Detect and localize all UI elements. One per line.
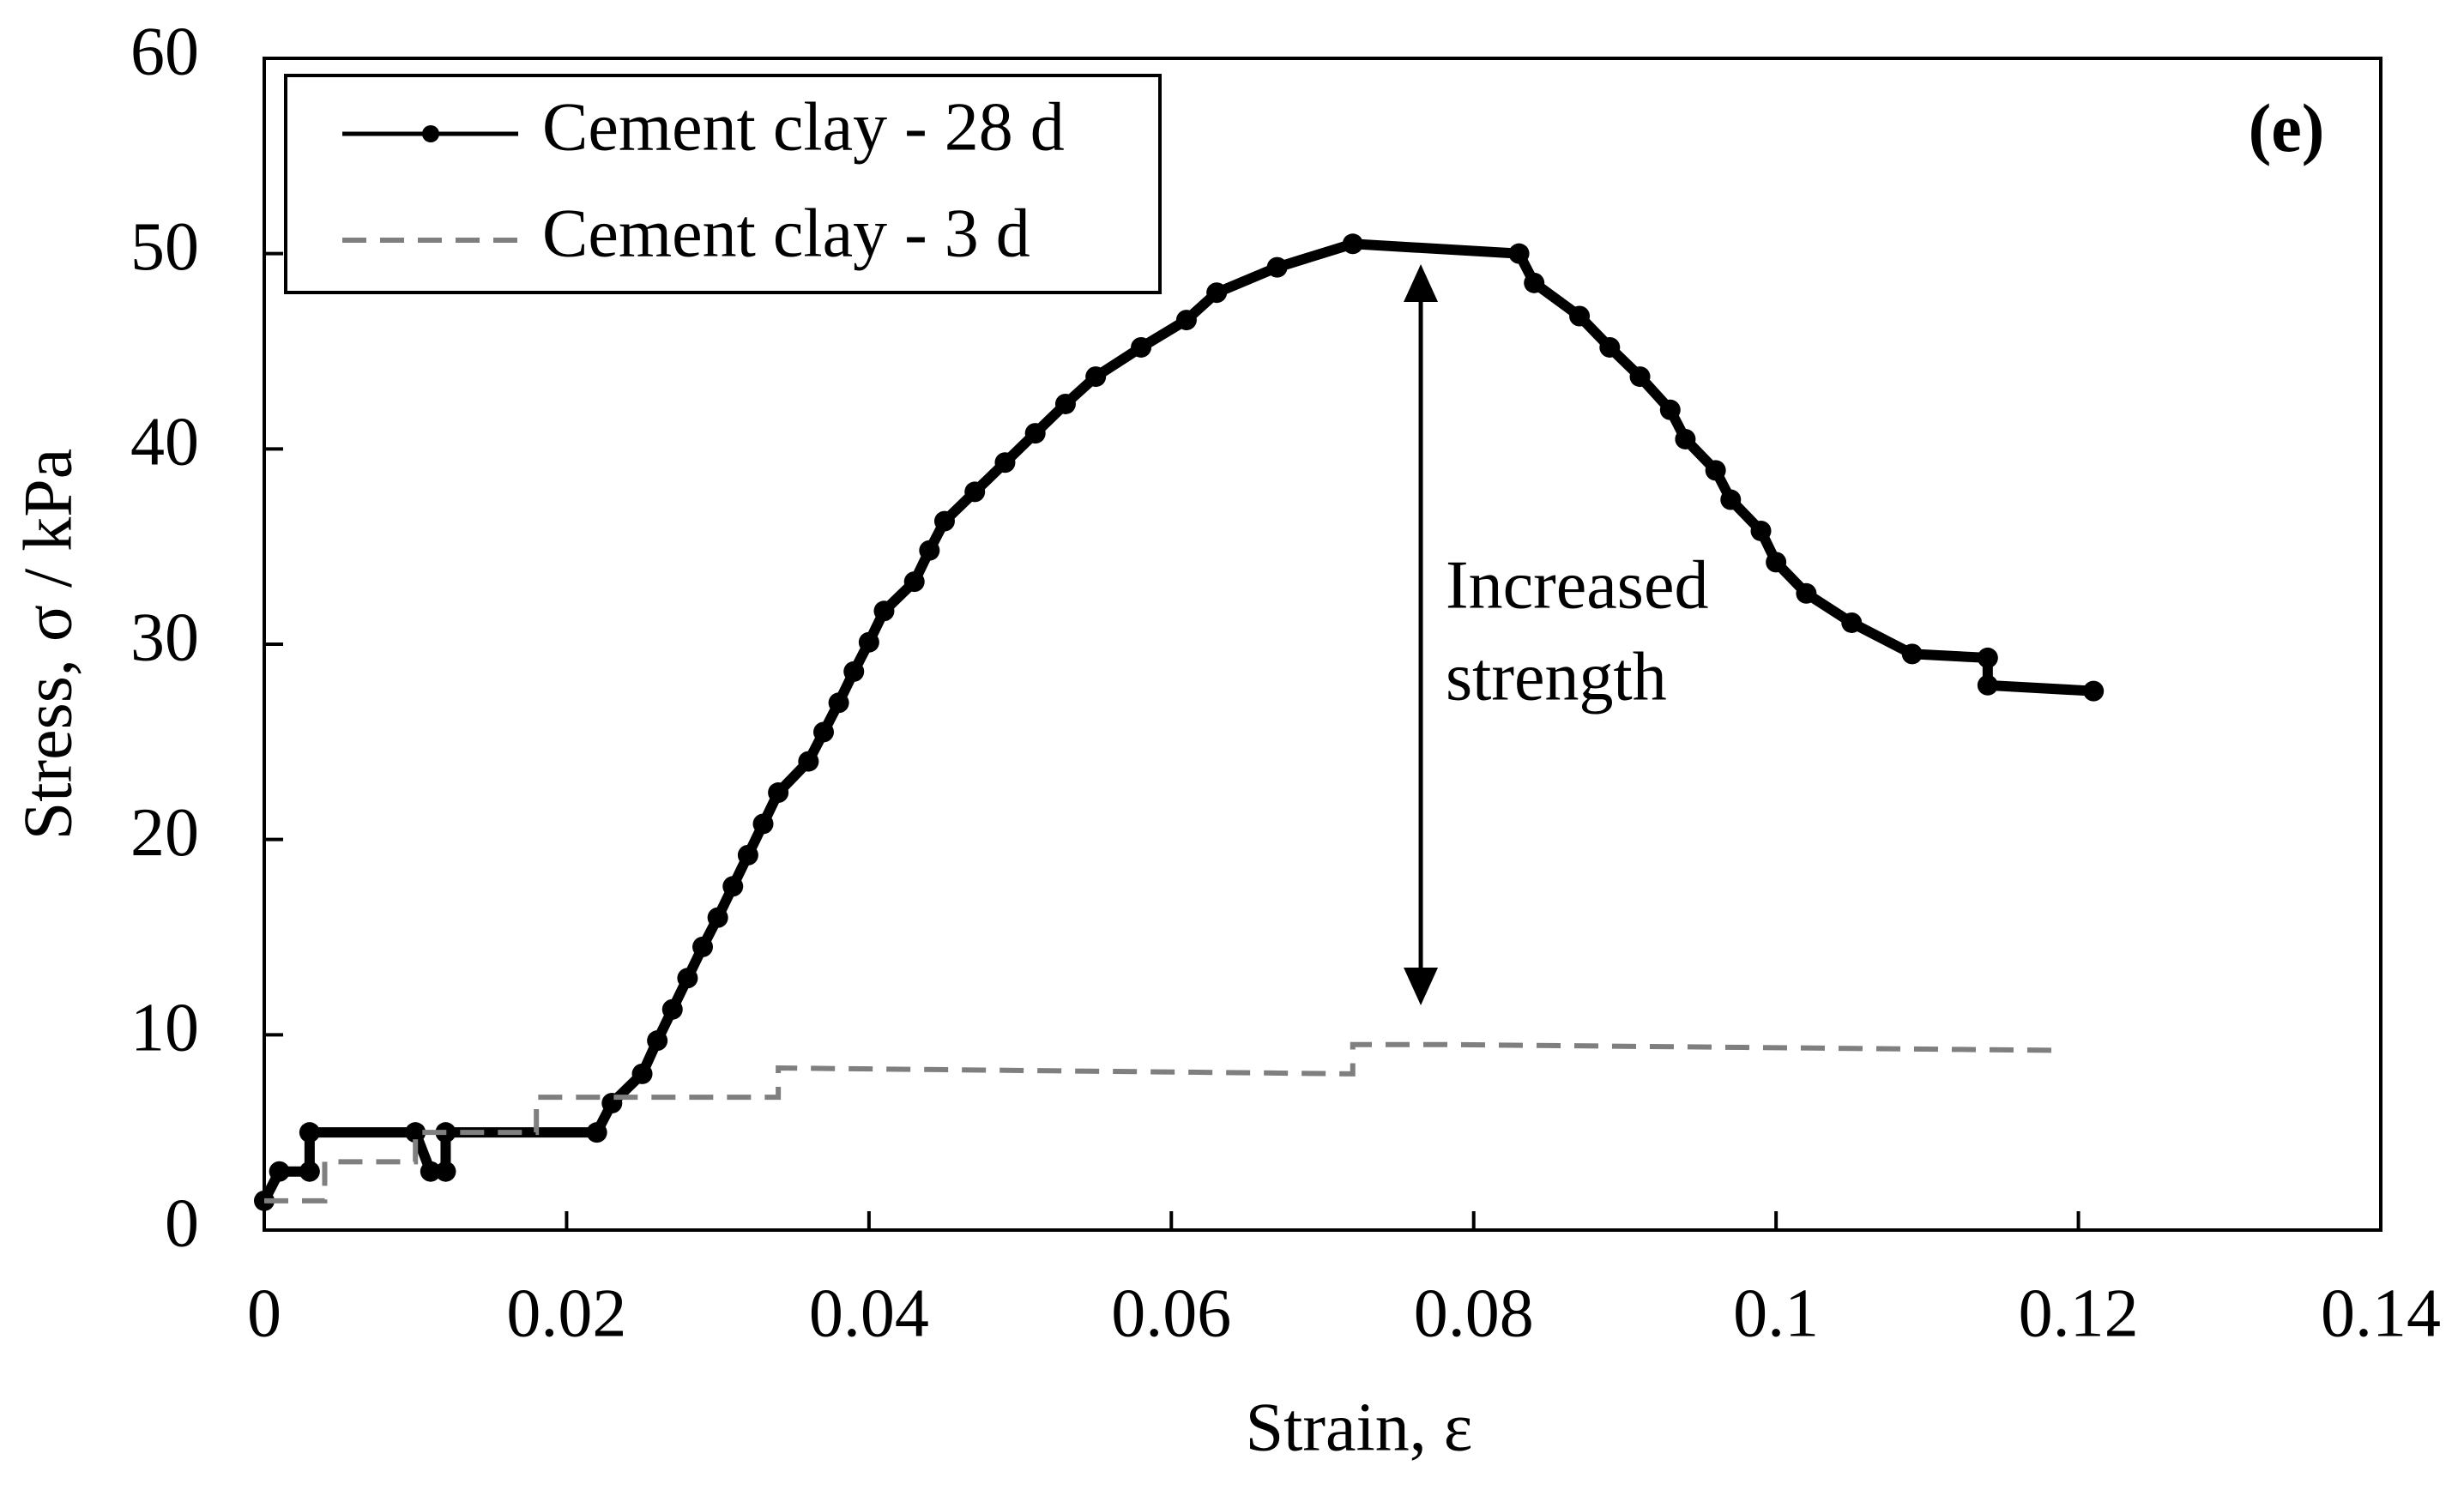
data-point [768, 782, 789, 804]
data-point [873, 600, 895, 622]
x-tick-label: 0 [247, 1276, 281, 1351]
data-point [1599, 336, 1621, 358]
data-point [677, 968, 698, 989]
data-point [1569, 305, 1591, 327]
data-point [994, 452, 1016, 474]
x-tick-label: 0.08 [1414, 1276, 1534, 1351]
data-point [692, 936, 714, 957]
data-point [1131, 336, 1152, 358]
data-point [299, 1161, 320, 1182]
y-tick-label: 20 [130, 795, 199, 871]
data-point [858, 631, 879, 653]
y-tick-label: 60 [130, 14, 199, 89]
x-tick-label: 0.06 [1111, 1276, 1231, 1351]
data-point [1524, 272, 1545, 293]
data-point [435, 1161, 456, 1182]
data-point [1508, 243, 1530, 264]
data-point [722, 876, 744, 897]
data-point [1266, 256, 1288, 278]
data-point [1659, 399, 1681, 420]
data-point [420, 1161, 441, 1182]
data-point [1841, 612, 1863, 633]
data-point [737, 844, 758, 866]
data-point [1796, 582, 1817, 604]
y-tick-label: 40 [130, 405, 199, 480]
y-axis-title: Stress, σ / kPa [10, 449, 86, 840]
data-point [1901, 643, 1923, 665]
data-point [269, 1161, 290, 1182]
data-point [1342, 233, 1363, 255]
data-point [586, 1122, 607, 1143]
x-tick-label: 0.04 [809, 1276, 929, 1351]
y-tick-label: 50 [130, 209, 199, 285]
x-tick-label: 0.12 [2019, 1276, 2139, 1351]
data-point [1024, 423, 1046, 444]
data-point [1175, 310, 1197, 331]
data-point [903, 571, 925, 593]
data-point [631, 1063, 653, 1084]
data-point [752, 813, 774, 835]
arrow-head [1404, 968, 1439, 1005]
arrow-head [1404, 264, 1439, 302]
data-point [1705, 460, 1726, 481]
annotation: Increased [1446, 547, 1708, 623]
data-point [1675, 428, 1696, 449]
data-point [798, 751, 819, 772]
y-tick-label: 10 [130, 991, 199, 1066]
panel-label: (e) [2249, 91, 2325, 166]
y-tick-label: 30 [130, 600, 199, 675]
x-tick-label: 0.14 [2321, 1276, 2441, 1351]
data-point [933, 510, 955, 532]
legend-box [284, 74, 1162, 294]
data-point [661, 998, 683, 1020]
data-point [919, 540, 940, 561]
data-point [1977, 647, 1998, 668]
legend-label: Cement clay - 28 d [542, 89, 1065, 165]
x-tick-label: 0.1 [1733, 1276, 1819, 1351]
legend-label: Cement clay - 3 d [542, 196, 1030, 271]
data-point [1750, 520, 1772, 541]
data-point [1085, 366, 1107, 388]
data-point [1206, 282, 1228, 304]
data-point [299, 1122, 320, 1143]
data-point [1629, 366, 1651, 388]
x-axis-title: Strain, ε [1246, 1390, 1473, 1465]
data-point [2083, 680, 2105, 702]
annotation: strength [1446, 639, 1667, 715]
data-point [647, 1030, 668, 1052]
y-tick-label: 0 [165, 1185, 199, 1261]
data-point [812, 721, 834, 743]
series-line [264, 1041, 2063, 1203]
data-point [707, 907, 728, 928]
data-point [828, 692, 849, 714]
data-point [1720, 489, 1742, 510]
data-point [1054, 393, 1076, 414]
legend-marker [422, 125, 439, 142]
data-point [405, 1122, 426, 1143]
x-tick-label: 0.02 [506, 1276, 626, 1351]
series-line [259, 238, 2094, 1203]
data-point [1766, 552, 1787, 573]
data-point [1977, 674, 1998, 696]
data-point [843, 661, 865, 682]
data-point [964, 481, 986, 503]
